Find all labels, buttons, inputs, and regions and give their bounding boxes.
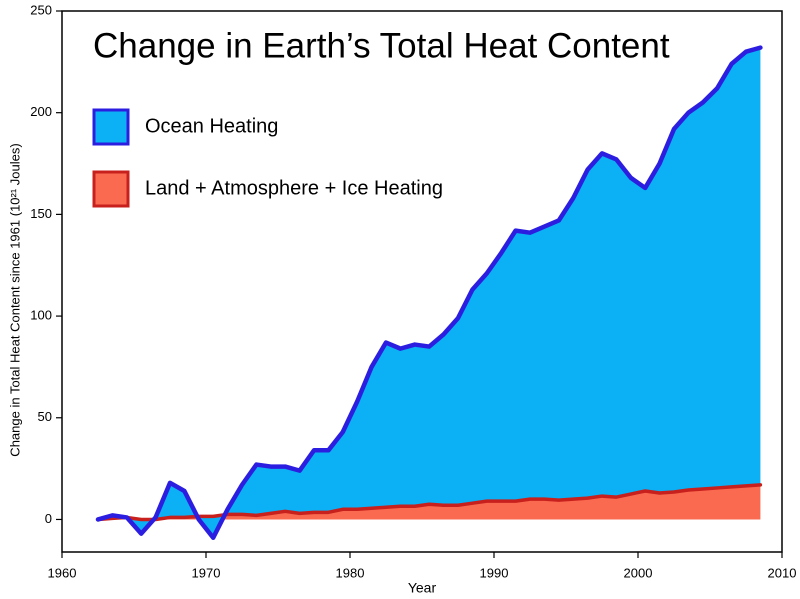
chart-title: Change in Earth’s Total Heat Content [93, 26, 670, 65]
area-fill [98, 47, 761, 538]
series-line [96, 483, 763, 522]
x-tick-label: 2000 [624, 565, 653, 580]
y-tick-label: 150 [30, 206, 52, 221]
x-tick-label: 1980 [336, 565, 365, 580]
legend-swatch [92, 170, 130, 208]
y-axis-label: Change in Total Heat Content since 1961 … [7, 143, 22, 456]
y-tick-label: 250 [30, 2, 52, 17]
x-tick-label: 1970 [192, 565, 221, 580]
y-tick-label: 50 [38, 409, 52, 424]
x-tick-label: 1960 [48, 565, 77, 580]
x-tick-label: 2010 [768, 565, 797, 580]
legend-label: Ocean Heating [145, 115, 278, 137]
x-tick-label: 1990 [480, 565, 509, 580]
area-fill [98, 484, 761, 520]
series-line [95, 45, 763, 541]
legend-label: Land + Atmosphere + Ice Heating [145, 177, 443, 199]
plot-frame [61, 10, 783, 553]
y-tick-label: 0 [45, 511, 52, 526]
legend-swatch [92, 108, 130, 146]
y-tick-label: 200 [30, 104, 52, 119]
x-axis-label: Year [408, 580, 437, 596]
y-tick-label: 100 [30, 308, 52, 323]
